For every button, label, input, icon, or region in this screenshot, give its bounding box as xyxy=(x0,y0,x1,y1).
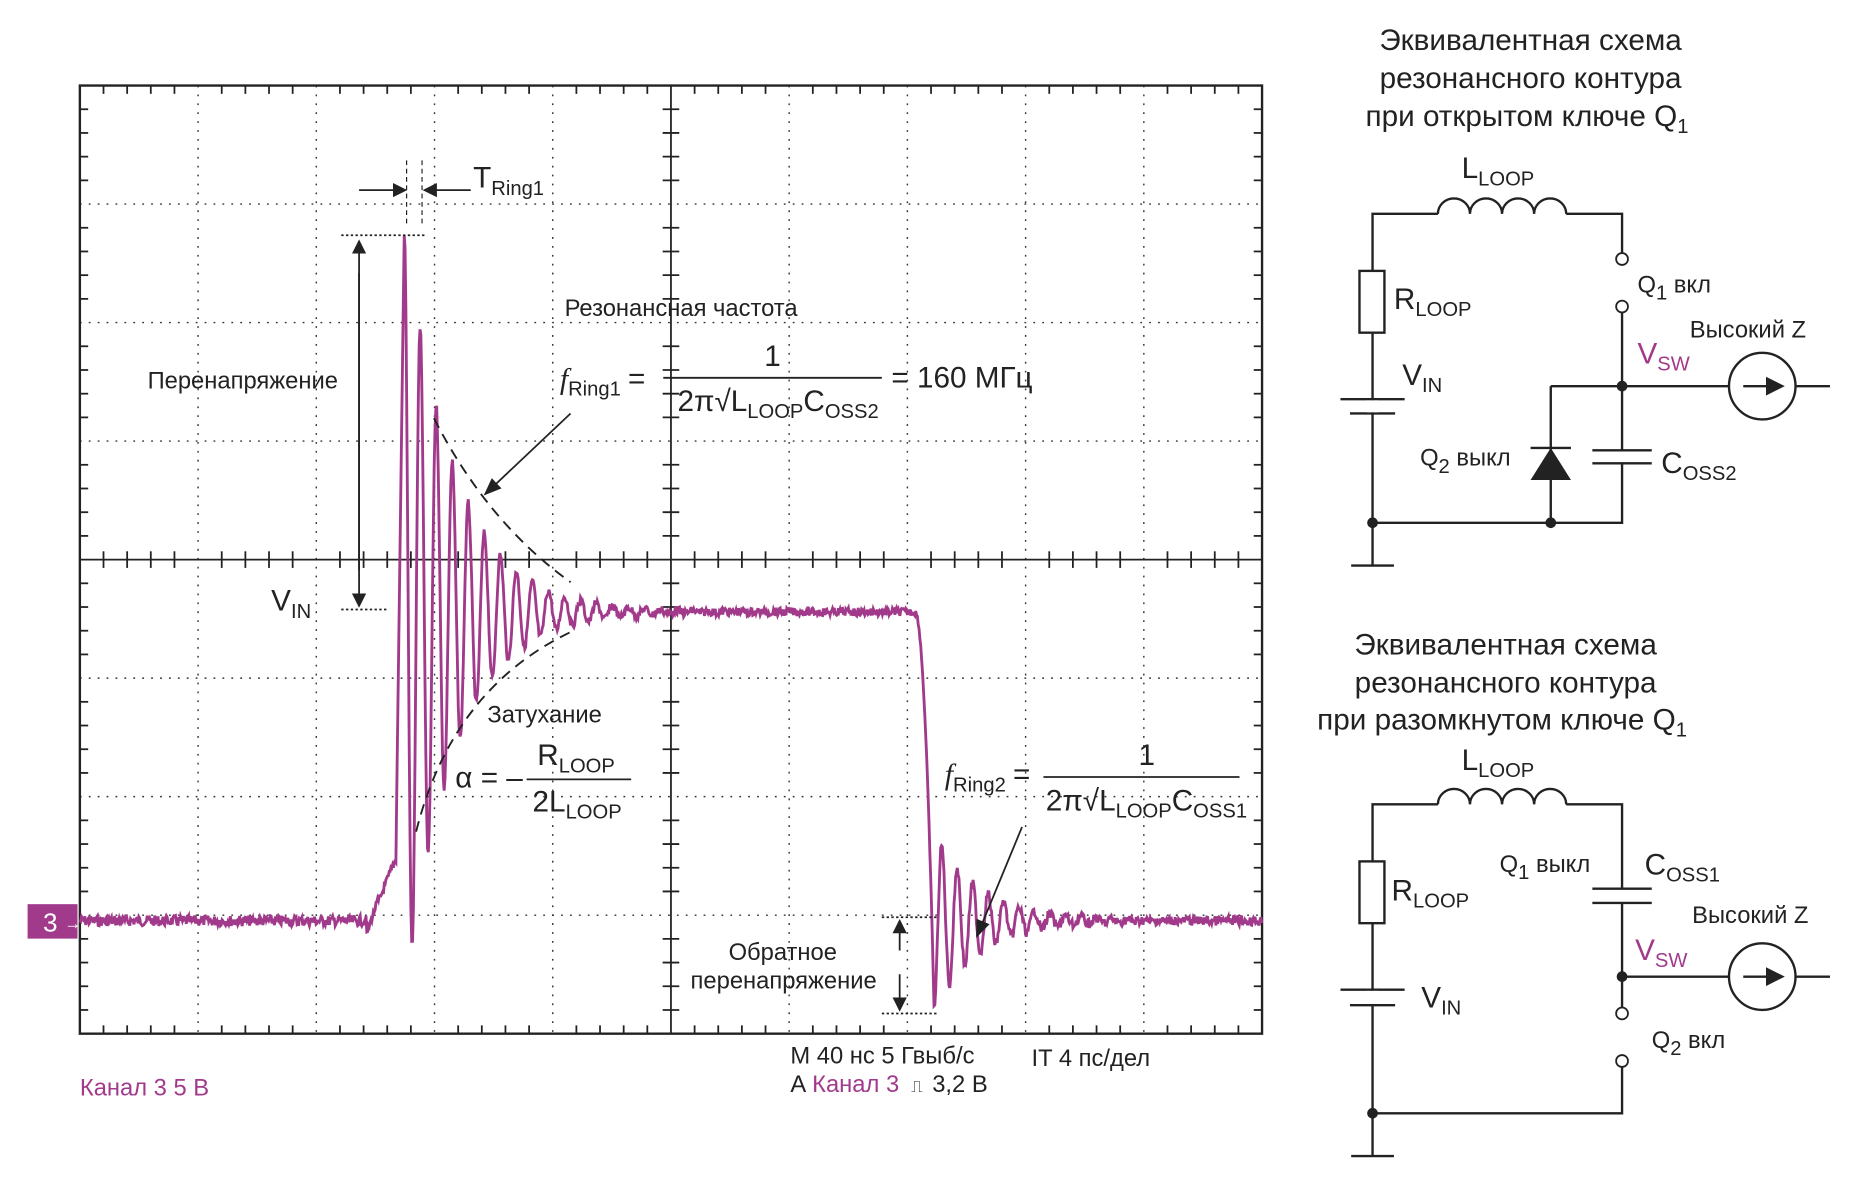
circuit-title: Эквивалентная схема xyxy=(1354,629,1657,662)
svg-text:fRing2=: fRing2 = xyxy=(945,758,1030,796)
svg-text:COSS2: COSS2 xyxy=(1661,447,1736,485)
svg-text:Q2 вкл: Q2 вкл xyxy=(1652,1027,1725,1060)
svg-text:2π√LLOOPCOSS2: 2π√LLOOPCOSS2 xyxy=(677,385,878,423)
svg-text:LLOOP: LLOOP xyxy=(1462,152,1535,190)
svg-text:RLOOP: RLOOP xyxy=(1394,283,1472,321)
svg-text:при разомкнутом ключе Q1: при разомкнутом ключе Q1 xyxy=(1317,704,1687,742)
scope-screen xyxy=(78,84,1264,1035)
upper-envelope xyxy=(433,417,572,583)
svg-text:COSS1: COSS1 xyxy=(1645,848,1720,886)
svg-text:LLOOP: LLOOP xyxy=(1462,744,1535,782)
arrow-right-icon: → xyxy=(64,914,81,933)
svg-text:RLOOP: RLOOP xyxy=(1392,875,1470,913)
svg-text:1: 1 xyxy=(1138,739,1155,772)
trigger-readout: A Канал 3 ⎍ 3,2 В xyxy=(790,1071,987,1098)
t-ring1-annotation: TRing1 xyxy=(359,160,544,224)
overvoltage-annotation: Перенапряжение VIN xyxy=(148,234,426,623)
waveform-trace xyxy=(78,235,1264,1010)
reverse-overvoltage-annotation: Обратное перенапряжение xyxy=(691,916,939,1015)
t-ring1-label: TRing1 xyxy=(473,162,544,200)
svg-text:fRing1=: fRing1 = xyxy=(560,363,645,401)
channel-marker-label: 3 xyxy=(43,907,58,937)
circuit-q1-closed: Эквивалентная схема резонансного контура… xyxy=(1340,24,1830,567)
alpha-formula: α = – RLOOP 2LLOOP xyxy=(455,739,632,824)
circuit-q1-open: Эквивалентная схема резонансного контура… xyxy=(1317,629,1830,1158)
svg-text:2LLOOP: 2LLOOP xyxy=(533,785,622,823)
svg-text:2π√LLOOPCOSS1: 2π√LLOOPCOSS1 xyxy=(1046,784,1247,822)
vin-label: VIN xyxy=(271,585,311,623)
resistor-symbol xyxy=(1358,860,1386,925)
svg-text:VSW: VSW xyxy=(1638,338,1690,376)
inductor-symbol xyxy=(1436,787,1568,805)
svg-text:Q1 вкл: Q1 вкл xyxy=(1638,271,1711,304)
svg-text:Высокий Z: Высокий Z xyxy=(1692,902,1808,929)
scope-ticks xyxy=(79,85,1263,1034)
timebase-readout: M 40 нс 5 Гвыб/с xyxy=(790,1042,974,1069)
svg-text:перенапряжение: перенапряжение xyxy=(691,968,877,995)
circuit-title: Эквивалентная схема xyxy=(1379,24,1682,57)
channel-3-marker: 3 → xyxy=(27,904,81,939)
svg-text:VSW: VSW xyxy=(1635,934,1687,972)
svg-text:= 160 МГц: = 160 МГц xyxy=(891,361,1032,394)
svg-text:1: 1 xyxy=(764,340,781,373)
svg-text:резонансного контура: резонансного контура xyxy=(1355,667,1657,700)
inductor-symbol xyxy=(1436,197,1568,214)
damping-label: Затухание xyxy=(487,701,601,728)
lower-envelope xyxy=(415,631,571,832)
svg-text:VIN: VIN xyxy=(1402,359,1442,397)
svg-text:α = –: α = – xyxy=(455,762,523,795)
overvoltage-label: Перенапряжение xyxy=(148,368,338,395)
f-ring2-formula: fRing2 = 1 2π√LLOOPCOSS1 xyxy=(945,739,1247,938)
f-ring1-formula: fRing1 = 1 2π√LLOOPCOSS2 = 160 МГц xyxy=(483,340,1033,496)
svg-text:Q2 выкл: Q2 выкл xyxy=(1420,445,1511,478)
svg-text:Высокий Z: Высокий Z xyxy=(1690,316,1806,343)
svg-text:Q1 выкл: Q1 выкл xyxy=(1500,851,1591,884)
resonant-frequency-label: Резонансная частота xyxy=(565,295,799,322)
svg-text:VIN: VIN xyxy=(1421,982,1461,1020)
svg-text:RLOOP: RLOOP xyxy=(537,739,615,777)
svg-text:резонансного контура: резонансного контура xyxy=(1380,62,1682,95)
svg-text:при открытом ключе Q1: при открытом ключе Q1 xyxy=(1366,100,1689,138)
svg-text:Обратное: Обратное xyxy=(729,939,837,966)
diode-symbol xyxy=(1530,447,1571,481)
resistor-symbol xyxy=(1358,269,1386,334)
jitter-readout: IT 4 пс/дел xyxy=(1032,1045,1151,1072)
channel-scale-readout: Канал 3 5 В xyxy=(80,1074,209,1101)
